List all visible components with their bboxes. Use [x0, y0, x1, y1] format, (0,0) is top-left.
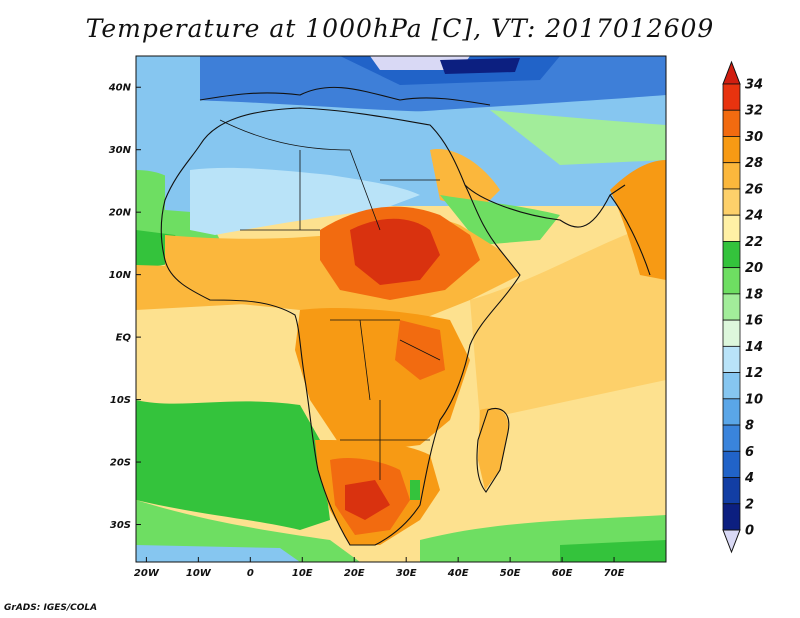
europe-coastline: [199, 86, 491, 106]
lat-tick-label: 20N: [109, 208, 132, 219]
colorbar-level-label: 0: [745, 524, 754, 539]
colorbar-swatch: [722, 241, 741, 269]
country-borders: [219, 119, 440, 231]
colorbar-max-arrow: [722, 60, 741, 85]
colorbar-level-label: 34: [745, 78, 763, 93]
europe-cold: [200, 56, 666, 112]
colorbar-level-label: 2: [745, 497, 754, 512]
colorbar-swatch: [722, 293, 741, 321]
egypt-warm: [430, 149, 500, 210]
arabia-coastline: [464, 184, 626, 228]
colorbar-min-arrow: [722, 529, 741, 554]
lat-tick-label: 10N: [109, 270, 132, 281]
colorbar-swatch: [722, 477, 741, 505]
colorbar-swatch: [722, 398, 741, 426]
india-hot: [610, 160, 666, 280]
colorbar-level-label: 22: [745, 235, 763, 250]
lat-tick-label: 30S: [110, 520, 131, 531]
colorbar-swatch: [722, 162, 741, 190]
lat-tick-label: 40N: [108, 83, 132, 94]
lon-tick-label: 50E: [500, 568, 521, 579]
colorbar-level-label: 30: [745, 130, 763, 145]
lon-tick-label: 0: [247, 568, 254, 579]
colorbar-level-label: 6: [745, 445, 754, 460]
lon-tick-label: 70E: [604, 568, 625, 579]
colorbar-level-label: 32: [745, 104, 763, 119]
lon-tick-label: 30E: [396, 568, 417, 579]
colorbar-swatch: [722, 267, 741, 295]
colorbar-level-label: 14: [745, 340, 763, 355]
colorbar-level-label: 16: [745, 314, 763, 329]
india-coastline: [609, 194, 651, 276]
lat-tick-label: 10S: [110, 395, 131, 406]
colorbar-swatch: [722, 372, 741, 400]
colorbar-swatch: [722, 345, 741, 373]
page-title: Temperature at 1000hPa [C], VT: 20170126…: [85, 14, 715, 43]
country-borders-south: [330, 319, 441, 480]
coastlines: [160, 86, 651, 546]
colorbar-swatch: [722, 83, 741, 111]
south-africa-hottest: [345, 480, 390, 520]
lat-tick-label: 30N: [109, 145, 132, 156]
colorbar-level-label: 4: [744, 471, 754, 486]
colorbar-level-label: 20: [745, 261, 763, 276]
africa-coastline: [160, 107, 521, 546]
lat-tick-label: EQ: [116, 333, 132, 344]
colorbar-level-label: 12: [745, 366, 763, 381]
colorbar-level-label: 28: [745, 156, 763, 171]
colorbar-swatch: [722, 503, 741, 531]
temperature-field: [136, 56, 666, 562]
colorbar-swatch: [722, 319, 741, 347]
madagascar-coastline: [476, 407, 510, 493]
colorbar-level-label: 26: [745, 182, 763, 197]
colorbar-swatch: [722, 450, 741, 478]
madagascar-warm: [478, 408, 509, 490]
south-atlantic-green: [136, 400, 330, 530]
colorbar-level-label: 24: [745, 209, 763, 224]
indian-ocean-warm: [470, 220, 666, 420]
black-sea-coast-cold: [440, 58, 520, 74]
colorbar-swatch: [722, 136, 741, 164]
plot-frame: [135, 55, 667, 563]
colorbar-level-label: 10: [745, 392, 763, 407]
colorbar-swatch: [722, 214, 741, 242]
indian-ocean-deep-green: [560, 540, 666, 562]
lon-tick-label: 20W: [134, 568, 160, 579]
lon-tick-label: 40E: [447, 568, 469, 579]
middle-east-green: [490, 110, 666, 165]
sudan-hottest: [350, 218, 440, 285]
southern-ocean-blue: [136, 545, 300, 562]
axis-ticks: 40N 30N 20N 10N EQ 10S 20S 30S 20W 10W 0 10E 20E 30E 4…: [108, 83, 625, 579]
colorbar-level-label: 8: [745, 419, 754, 434]
lon-tick-label: 10W: [186, 568, 212, 579]
lat-tick-label: 20S: [110, 458, 131, 469]
grads-credit: GrADS: IGES/COLA: [4, 603, 98, 613]
colorbar-swatch: [722, 424, 741, 452]
lon-tick-label: 20E: [344, 568, 365, 579]
lon-tick-label: 10E: [292, 568, 313, 579]
lesotho-cool: [410, 480, 420, 500]
colorbar-level-label: 18: [745, 287, 763, 302]
lon-tick-label: 60E: [552, 568, 573, 579]
colorbar-swatch: [722, 109, 741, 137]
sahara-light: [190, 167, 420, 235]
colorbar-swatch: [722, 188, 741, 216]
